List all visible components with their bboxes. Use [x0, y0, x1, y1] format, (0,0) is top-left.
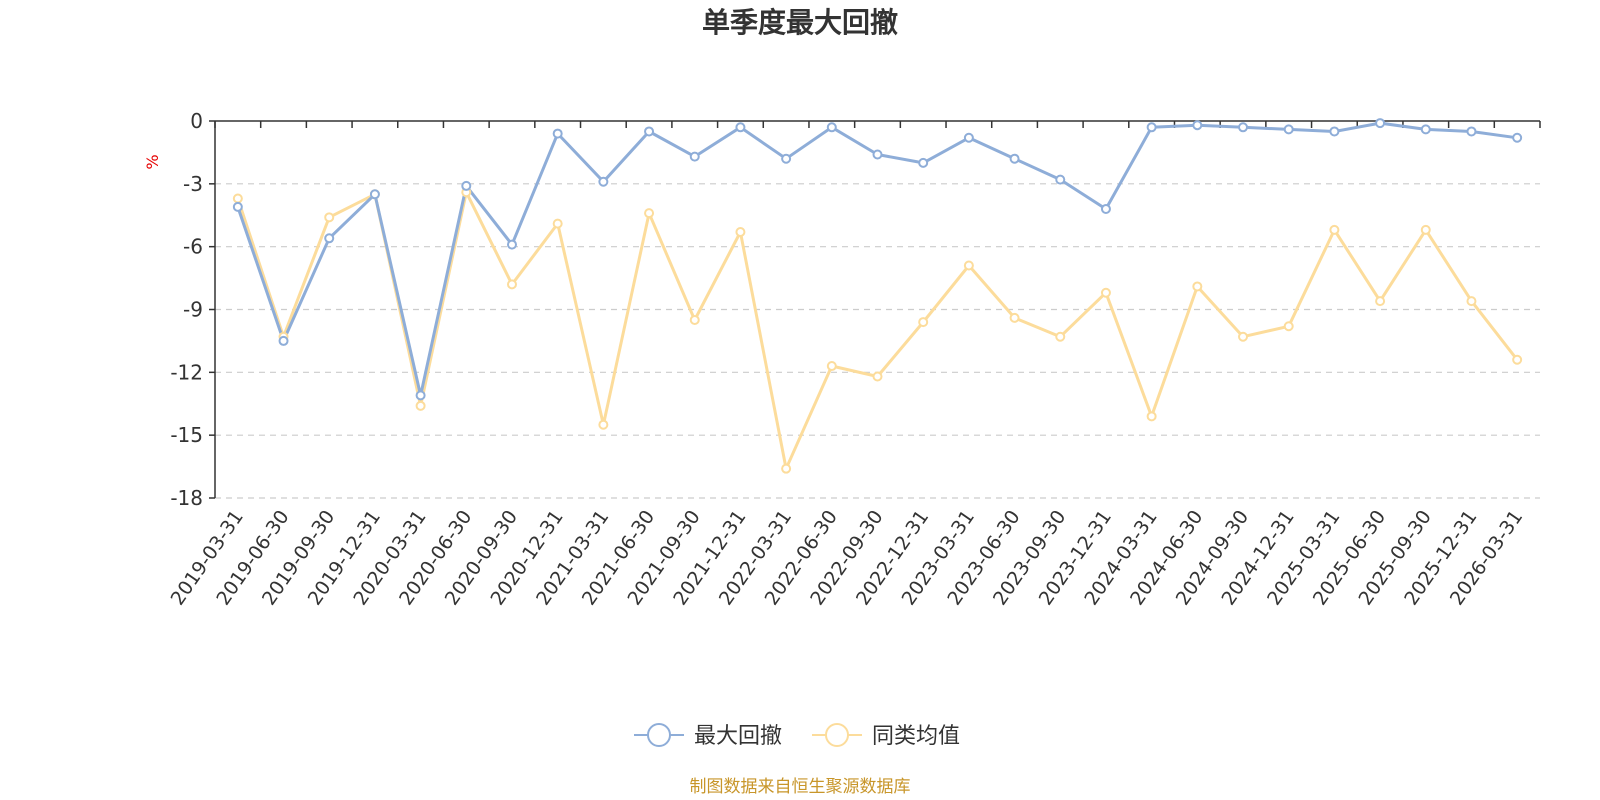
- data-point: [234, 194, 242, 202]
- y-tick-label: -12: [170, 360, 203, 384]
- data-point: [645, 127, 653, 135]
- data-point: [691, 153, 699, 161]
- data-point: [1285, 125, 1293, 133]
- data-point: [599, 421, 607, 429]
- data-point: [1193, 121, 1201, 129]
- data-point: [965, 134, 973, 142]
- data-point: [691, 316, 699, 324]
- data-point: [1513, 356, 1521, 364]
- data-point: [645, 209, 653, 217]
- data-point: [1330, 127, 1338, 135]
- data-point: [828, 123, 836, 131]
- x-tick-labels: 2019-03-312019-06-302019-09-302019-12-31…: [167, 506, 1528, 609]
- data-point: [874, 151, 882, 159]
- data-point: [325, 234, 333, 242]
- data-point: [965, 262, 973, 270]
- data-point: [1056, 333, 1064, 341]
- source-note: 制图数据来自恒生聚源数据库: [690, 777, 911, 797]
- data-point: [554, 130, 562, 138]
- data-point: [1285, 322, 1293, 330]
- data-point: [1102, 289, 1110, 297]
- chart-title: 单季度最大回撤: [702, 6, 898, 39]
- y-tick-label: -9: [183, 298, 203, 322]
- data-point: [782, 465, 790, 473]
- data-point: [1011, 155, 1019, 163]
- data-point: [1239, 333, 1247, 341]
- data-point: [782, 155, 790, 163]
- data-point: [919, 159, 927, 167]
- data-point: [554, 220, 562, 228]
- data-point: [919, 318, 927, 326]
- legend-label: 同类均值: [872, 724, 960, 749]
- data-point: [1056, 176, 1064, 184]
- data-point: [874, 373, 882, 381]
- data-point: [234, 203, 242, 211]
- data-point: [1376, 297, 1384, 305]
- legend-label: 最大回撤: [694, 724, 782, 749]
- series-points: [234, 119, 1521, 473]
- data-point: [1513, 134, 1521, 142]
- data-point: [1422, 226, 1430, 234]
- data-point: [325, 213, 333, 221]
- data-point: [1011, 314, 1019, 322]
- data-point: [1102, 205, 1110, 213]
- data-point: [462, 182, 470, 190]
- data-point: [1422, 125, 1430, 133]
- data-point: [1330, 226, 1338, 234]
- data-point: [1376, 119, 1384, 127]
- legend-marker: [648, 724, 670, 746]
- y-tick-label: -6: [183, 235, 203, 259]
- data-point: [371, 190, 379, 198]
- data-point: [508, 280, 516, 288]
- y-tick-labels: 0 -3 -6 -9 -12 -15 -18: [170, 109, 203, 510]
- y-tick-label: 0: [190, 109, 203, 133]
- y-tick-label: -3: [183, 172, 203, 196]
- data-point: [1148, 123, 1156, 131]
- data-point: [417, 391, 425, 399]
- data-point: [736, 228, 744, 236]
- data-point: [508, 241, 516, 249]
- data-point: [1467, 127, 1475, 135]
- legend-marker: [826, 724, 848, 746]
- series-line-1: [238, 192, 1517, 469]
- y-axis-unit-label: %: [143, 154, 162, 169]
- data-point: [280, 337, 288, 345]
- data-point: [736, 123, 744, 131]
- data-point: [599, 178, 607, 186]
- legend: 最大回撤 同类均值: [634, 724, 960, 749]
- data-point: [1193, 282, 1201, 290]
- data-point: [828, 362, 836, 370]
- series-lines: [238, 123, 1517, 469]
- y-tick-label: -18: [170, 486, 203, 510]
- data-point: [1239, 123, 1247, 131]
- data-point: [1148, 412, 1156, 420]
- grid-lines: [215, 184, 1540, 498]
- data-point: [1467, 297, 1475, 305]
- y-tick-label: -15: [170, 423, 203, 447]
- data-point: [417, 402, 425, 410]
- series-line-0: [238, 123, 1517, 395]
